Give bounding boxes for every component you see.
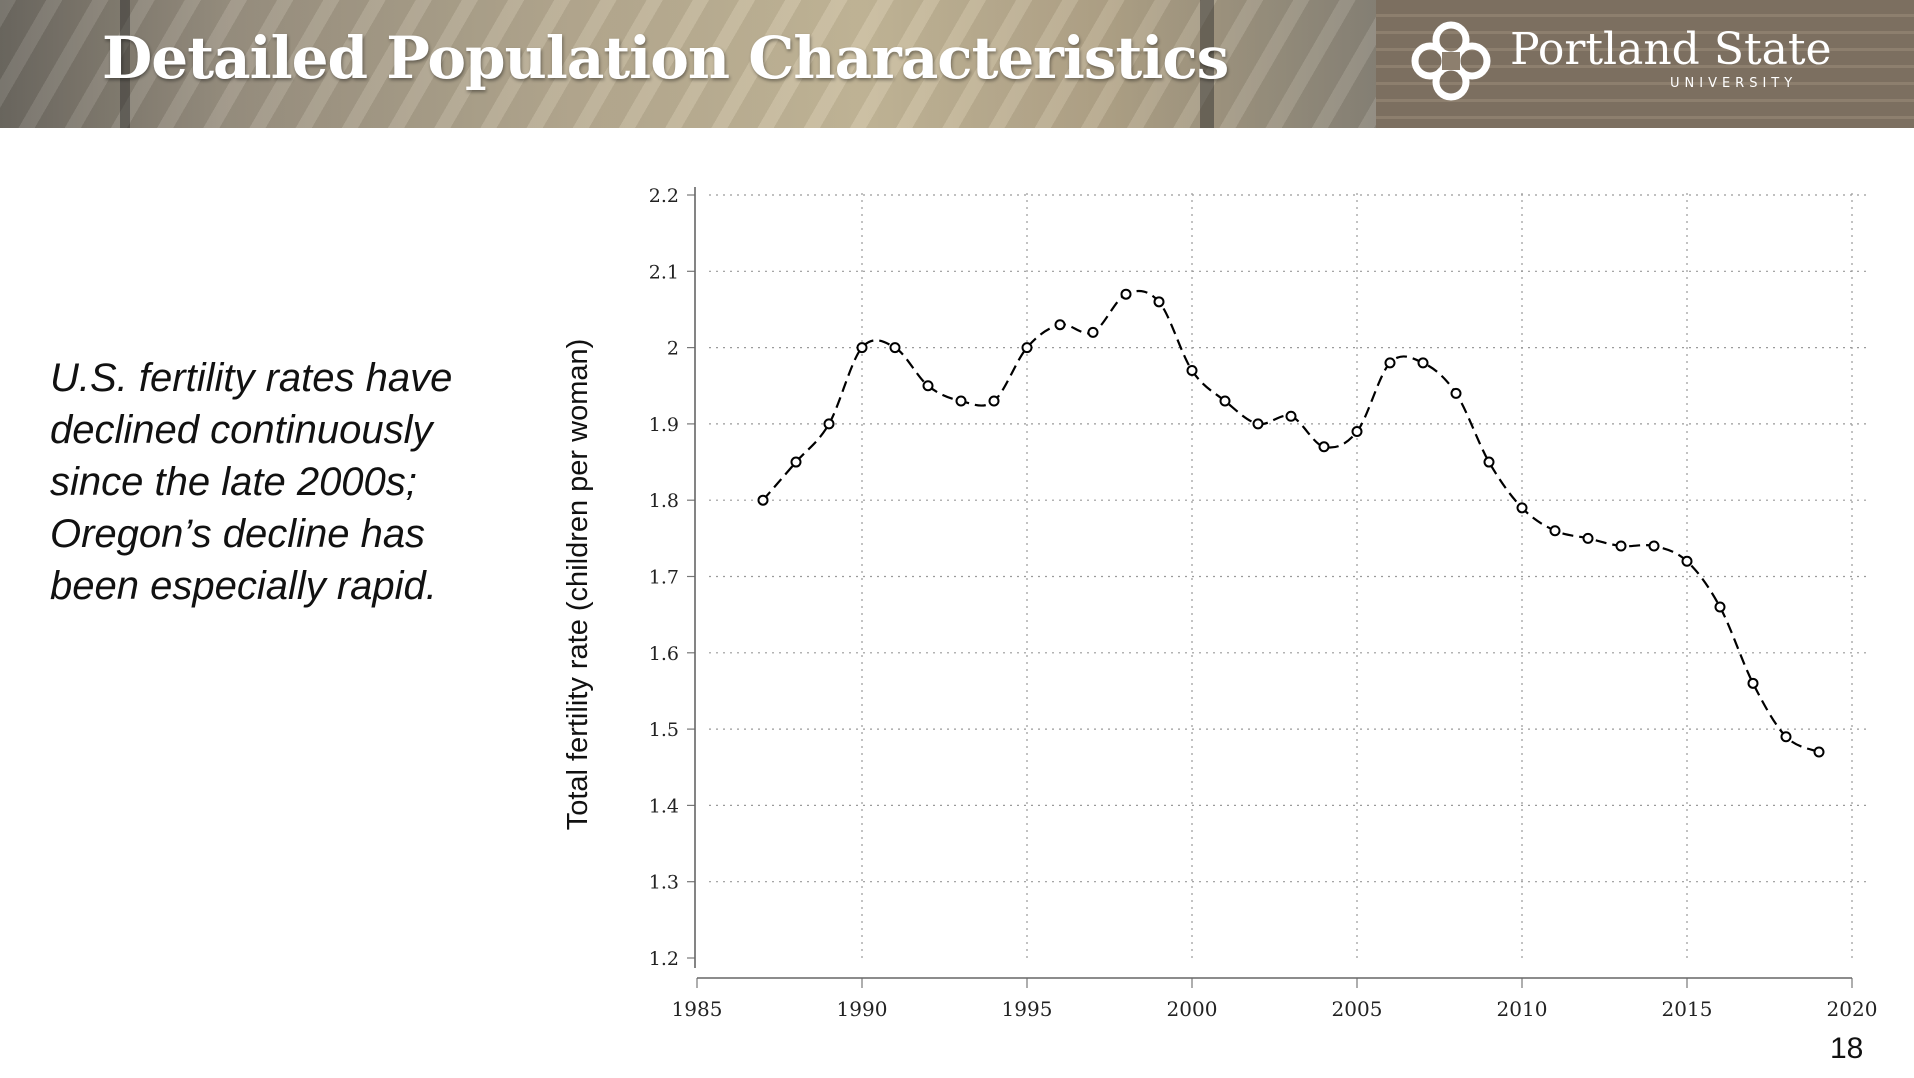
chart-series — [757, 288, 1825, 758]
data-point — [1450, 387, 1462, 399]
y-tick-label: 1.8 — [649, 490, 679, 512]
data-point — [889, 342, 901, 354]
data-point — [922, 380, 934, 392]
y-tick-label: 1.6 — [649, 643, 679, 665]
data-point — [1087, 326, 1099, 338]
data-point — [1252, 418, 1264, 430]
data-point — [1351, 426, 1363, 438]
data-point — [790, 456, 802, 468]
data-point — [1549, 525, 1561, 537]
university-logo: Portland State UNIVERSITY — [1406, 16, 1906, 106]
header-decor-post — [1200, 0, 1214, 128]
data-point — [1285, 410, 1297, 422]
x-tick-label: 1995 — [1002, 997, 1053, 1021]
logo-subtitle: UNIVERSITY — [1670, 76, 1798, 91]
chart-labels: 1.2 1.3 1.4 1.5 1.6 1.7 1.8 1.9 2 2.1 2.2 1985 1990 1… — [562, 185, 1877, 1021]
fertility-line-chart: 1.2 1.3 1.4 1.5 1.6 1.7 1.8 1.9 2 2.1 2.2 1985 1990 1… — [562, 185, 1877, 1021]
data-point — [1153, 296, 1165, 308]
data-point — [1681, 555, 1693, 567]
data-point — [1813, 746, 1825, 758]
x-tick-label: 1990 — [837, 997, 888, 1021]
caption-line: since the late 2000s; — [50, 460, 417, 504]
page-title: Detailed Population Characteristics — [102, 24, 1229, 92]
data-point — [988, 395, 1000, 407]
data-point — [1483, 456, 1495, 468]
x-tick-label: 2020 — [1827, 997, 1878, 1021]
data-point — [1318, 441, 1330, 453]
y-tick-label: 1.5 — [649, 719, 679, 741]
series-line — [762, 289, 1820, 754]
caption-text: U.S. fertility rates have declined conti… — [50, 352, 520, 612]
x-tick-label: 2005 — [1332, 997, 1383, 1021]
x-tick-label: 2015 — [1662, 997, 1713, 1021]
y-tick-label: 1.9 — [649, 414, 679, 436]
data-point — [1516, 502, 1528, 514]
y-tick-label: 1.4 — [649, 795, 679, 817]
caption-line: U.S. fertility rates have — [50, 356, 453, 400]
y-tick-label: 1.2 — [649, 948, 679, 970]
psu-logo-icon — [1411, 21, 1491, 101]
caption-line: been especially rapid. — [50, 564, 437, 608]
y-axis-label: Total fertility rate (children per woman… — [562, 339, 594, 831]
logo-name: Portland State — [1510, 24, 1832, 75]
y-tick-label: 2 — [667, 338, 679, 360]
data-point — [1747, 677, 1759, 689]
header-banner: Detailed Population Characteristics Port… — [0, 0, 1914, 128]
data-point — [823, 418, 835, 430]
x-tick-label: 2000 — [1167, 997, 1218, 1021]
header-wood-panel — [1376, 0, 1914, 128]
x-tick-label: 1985 — [672, 997, 723, 1021]
y-tick-label: 1.3 — [649, 872, 679, 894]
data-point — [955, 395, 967, 407]
data-point — [1615, 540, 1627, 552]
data-point — [1021, 342, 1033, 354]
data-point — [1054, 319, 1066, 331]
data-point — [1219, 395, 1231, 407]
data-point — [1648, 540, 1660, 552]
data-point — [1582, 532, 1594, 544]
data-point — [856, 342, 868, 354]
data-point — [1120, 288, 1132, 300]
header-decor-post — [120, 0, 130, 128]
page-number: 18 — [1830, 1032, 1864, 1065]
chart-grid — [709, 193, 1866, 960]
x-tick-label: 2010 — [1497, 997, 1548, 1021]
data-point — [1384, 357, 1396, 369]
data-point — [1714, 601, 1726, 613]
data-point — [757, 494, 769, 506]
chart-axes — [687, 187, 1853, 988]
y-tick-label: 1.7 — [649, 567, 679, 589]
caption-line: Oregon’s decline has — [50, 512, 426, 556]
y-tick-label: 2.2 — [649, 185, 679, 207]
data-point — [1417, 357, 1429, 369]
caption-line: declined continuously — [50, 408, 433, 452]
y-tick-label: 2.1 — [649, 261, 679, 283]
data-point — [1186, 364, 1198, 376]
data-point — [1780, 731, 1792, 743]
